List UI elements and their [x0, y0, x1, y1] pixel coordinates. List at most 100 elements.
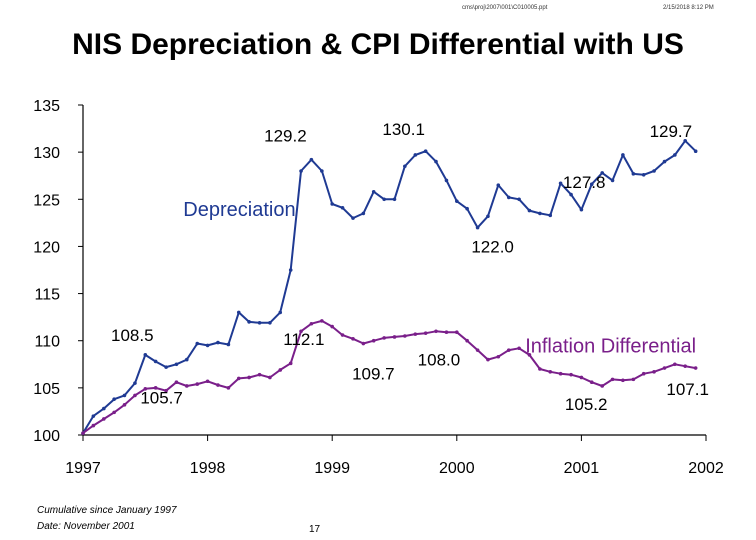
y-tick-label: 105 — [33, 381, 60, 398]
data-point — [236, 376, 241, 381]
y-tick-label: 100 — [33, 428, 60, 445]
data-point — [361, 341, 366, 346]
data-point — [496, 183, 501, 187]
series-label-inflation-differential: Inflation Differential — [525, 335, 696, 357]
data-point — [600, 171, 605, 175]
data-point — [506, 195, 511, 200]
data-point — [236, 310, 241, 315]
data-point — [257, 321, 262, 325]
data-point — [506, 348, 511, 352]
page-number: 17 — [309, 524, 321, 535]
data-point — [288, 268, 293, 272]
data-point — [496, 354, 501, 359]
data-point — [257, 372, 262, 377]
data-point — [444, 330, 449, 335]
y-tick-label: 135 — [33, 98, 60, 115]
data-point — [610, 178, 615, 183]
data-point — [548, 213, 553, 218]
data-point — [538, 211, 542, 216]
data-point — [164, 388, 168, 393]
data-point — [340, 205, 345, 210]
y-tick-label: 130 — [33, 145, 60, 162]
data-point — [589, 380, 594, 385]
data-point — [444, 178, 449, 183]
y-tick-label: 125 — [33, 192, 60, 209]
data-point — [652, 169, 656, 173]
data-point — [403, 334, 407, 338]
data-point — [673, 153, 677, 157]
data-point — [569, 372, 573, 377]
data-point — [216, 383, 220, 387]
data-point — [309, 321, 314, 326]
data-point — [434, 329, 438, 334]
data-point — [330, 202, 335, 206]
data-point — [662, 159, 667, 164]
data-point — [247, 375, 251, 380]
data-point — [579, 375, 584, 380]
data-point — [434, 159, 438, 164]
series-line-depreciation — [82, 139, 697, 434]
data-point — [133, 393, 137, 398]
x-tick-label: 2000 — [439, 460, 475, 477]
data-point — [662, 366, 667, 370]
data-point — [486, 214, 490, 219]
data-point — [652, 370, 656, 374]
data-point — [320, 169, 324, 173]
data-point — [423, 331, 428, 335]
data-point — [184, 357, 189, 362]
data-point — [465, 206, 469, 211]
data-point — [641, 371, 646, 376]
data-point — [122, 393, 127, 398]
data-point — [475, 348, 480, 352]
data-point — [558, 371, 563, 376]
data-point — [268, 321, 272, 325]
data-point — [351, 216, 355, 220]
footnote-date: Date: November 2001 — [37, 521, 135, 532]
data-point — [569, 192, 573, 197]
data-point — [403, 164, 407, 169]
data-point — [91, 423, 96, 428]
data-point — [673, 362, 677, 367]
data-point — [683, 364, 687, 368]
data-point — [475, 225, 480, 230]
data-point — [548, 370, 553, 374]
data-point — [143, 387, 148, 391]
data-point — [423, 149, 428, 153]
data-point — [268, 375, 272, 380]
data-label: 105.7 — [140, 388, 183, 407]
data-point — [143, 353, 148, 357]
data-label: 108.5 — [111, 326, 154, 345]
footnote-cumulative: Cumulative since January 1997 — [37, 505, 177, 516]
x-tick-label: 1997 — [65, 460, 101, 477]
data-point — [392, 335, 397, 339]
data-label: 127.8 — [563, 173, 606, 192]
data-point — [413, 332, 418, 336]
data-point — [683, 139, 687, 143]
data-point — [579, 207, 584, 212]
data-point — [174, 380, 179, 385]
data-point — [517, 197, 521, 202]
data-point — [610, 377, 615, 382]
series-line-inflation-differential — [82, 319, 696, 434]
data-point — [299, 329, 303, 334]
data-point — [631, 172, 636, 176]
data-label: 108.0 — [418, 351, 461, 370]
data-point — [382, 197, 386, 202]
data-point — [538, 367, 542, 371]
data-point — [455, 199, 459, 203]
data-point — [392, 197, 397, 202]
data-point — [527, 208, 532, 213]
data-point — [205, 379, 210, 384]
chart-title: NIS Depreciation & CPI Differential with… — [72, 28, 684, 61]
data-point — [112, 397, 116, 401]
data-point — [361, 211, 366, 216]
header-path: cms\proj\2007\001\C010005.ppt — [462, 5, 548, 11]
data-point — [558, 181, 563, 186]
data-point — [81, 431, 85, 435]
data-point — [330, 324, 335, 329]
data-point — [340, 333, 345, 337]
data-point — [278, 368, 283, 372]
data-label: 129.7 — [650, 122, 693, 141]
data-point — [102, 417, 106, 421]
